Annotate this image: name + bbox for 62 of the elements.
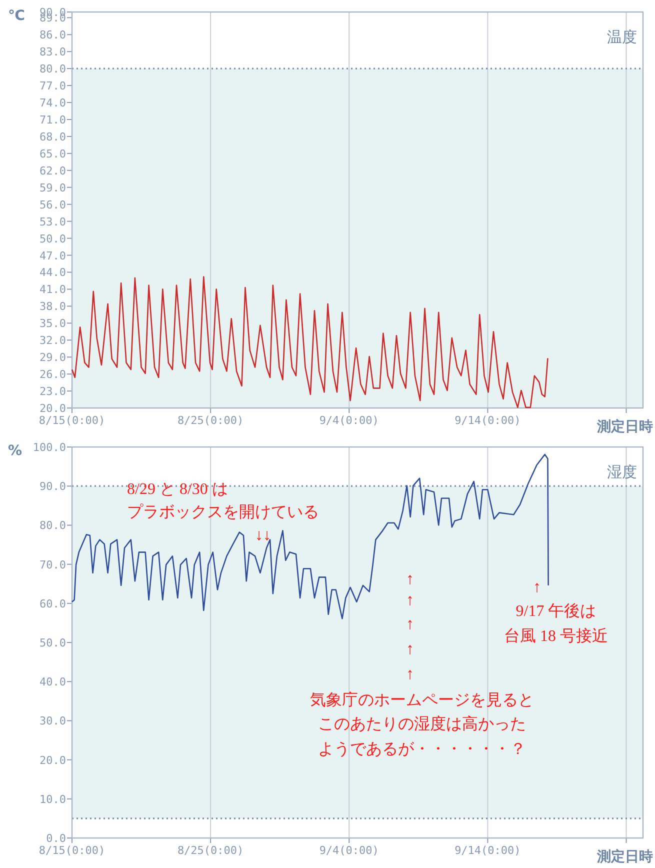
- x-tick-label: 8/15(0:00): [38, 844, 106, 857]
- y-tick-label: 10.0: [40, 792, 66, 806]
- y-tick-label: 80.0: [40, 519, 66, 532]
- annotation: 気象庁のホームページを見ると: [310, 691, 534, 709]
- y-tick-label: 65.0: [40, 147, 66, 160]
- annotation: ↑: [406, 571, 414, 588]
- annotation: ↓↓: [255, 527, 271, 544]
- annotation: ↑: [406, 666, 414, 683]
- y-tick-label: 90.0: [40, 480, 66, 494]
- y-tick-label: 86.0: [40, 28, 66, 42]
- x-tick-label: 9/4(0:00): [319, 414, 379, 427]
- annotation: ↑: [406, 641, 414, 658]
- y-tick-label: 68.0: [40, 130, 66, 144]
- y-tick-label: 59.0: [40, 181, 66, 194]
- text: 温度: [607, 28, 637, 46]
- y-tick-label: 0.0: [46, 832, 66, 845]
- y-tick-label: 50.0: [40, 232, 66, 246]
- y-tick-label: 44.0: [40, 266, 66, 280]
- annotation: 8/29 と 8/30 は: [127, 481, 228, 498]
- x-axis-title: 測定日時: [596, 848, 653, 865]
- y-tick-label: 47.0: [40, 249, 66, 262]
- y-tick-label: 53.0: [40, 215, 66, 228]
- y-tick-label: 80.0: [40, 62, 66, 76]
- y-tick-label: 38.0: [40, 300, 66, 314]
- y-tick-label: 30.0: [40, 714, 66, 728]
- x-tick-label: 9/4(0:00): [319, 844, 379, 857]
- y-tick-label: 83.0: [40, 46, 66, 59]
- annotation: ↑: [406, 592, 414, 609]
- annotation: ようであるが・・・・・・？: [318, 741, 526, 758]
- y-tick-label: 100.0: [32, 441, 66, 454]
- y-tick-label: 20.0: [40, 754, 66, 767]
- y-tick-label: 35.0: [40, 317, 66, 330]
- y-tick-label: 77.0: [40, 80, 66, 93]
- y-axis-title: ℃: [8, 8, 25, 24]
- x-tick-label: 8/25(0:00): [177, 414, 244, 427]
- x-tick-label: 9/14(0:00): [454, 844, 521, 857]
- y-tick-label: 23.0: [40, 385, 66, 398]
- x-axis-title: 測定日時: [596, 418, 653, 435]
- annotation: ↑: [533, 579, 541, 596]
- x-tick-label: 8/15(0:00): [38, 414, 106, 427]
- x-tick-label: 8/25(0:00): [177, 844, 244, 857]
- y-tick-label: 41.0: [40, 283, 66, 296]
- annotation: このあたりの湿度は高かった: [318, 715, 526, 733]
- y-tick-label: 71.0: [40, 113, 66, 126]
- annotation: 台風 18 号接近: [504, 627, 608, 645]
- y-axis-title: %: [8, 443, 22, 459]
- y-tick-label: 60.0: [40, 597, 66, 610]
- y-tick-label: 40.0: [40, 676, 66, 689]
- y-tick-label: 62.0: [40, 164, 66, 178]
- y-tick-label: 74.0: [40, 96, 66, 110]
- annotation: 9/17 午後は: [516, 602, 596, 620]
- text: 湿度: [607, 463, 637, 481]
- y-tick-label: 56.0: [40, 198, 66, 212]
- y-tick-label: 32.0: [40, 334, 66, 348]
- annotation: ↑: [406, 616, 414, 633]
- y-tick-label: 70.0: [40, 558, 66, 572]
- y-tick-label: 26.0: [40, 368, 66, 382]
- y-tick-label: 20.0: [40, 402, 66, 415]
- y-tick-label: 50.0: [40, 636, 66, 650]
- annotation: プラボックスを開けている: [127, 503, 319, 521]
- x-tick-label: 9/14(0:00): [454, 414, 521, 427]
- y-tick-label: 29.0: [40, 351, 66, 364]
